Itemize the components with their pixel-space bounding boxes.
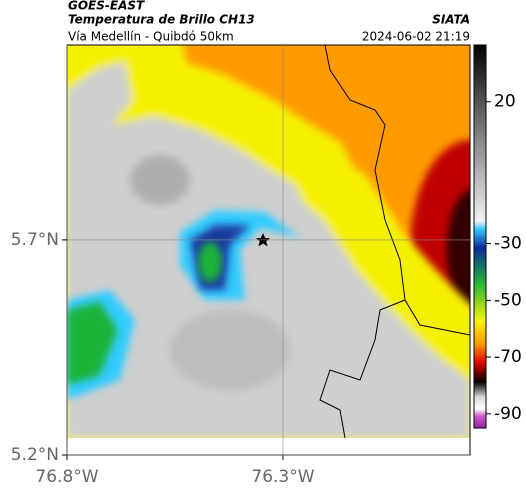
colorbar-tick-label: -30 [494,234,522,254]
colorbar-tick-label: -90 [494,404,522,424]
source: GOES-EAST [68,0,145,13]
x-tick-label: 76.3°W [251,467,314,487]
colorbar-tick-label: -70 [494,347,522,367]
colorbar [473,44,487,429]
imagery [67,45,470,438]
x-tick-label: 76.8°W [35,467,98,487]
colorbar-tick-label: -50 [494,290,522,310]
agency: SIATA [432,13,470,27]
y-tick-label: 5.7°N [11,230,59,250]
timestamp: 2024-06-02 21:19 [362,30,470,44]
colorbar-tick-label: 20 [494,92,516,112]
product: Temperatura de Brillo CH13 [68,13,255,27]
y-tick-label: 5.2°N [11,445,59,465]
region: Vía Medellín - Quibdó 50km [68,30,234,44]
